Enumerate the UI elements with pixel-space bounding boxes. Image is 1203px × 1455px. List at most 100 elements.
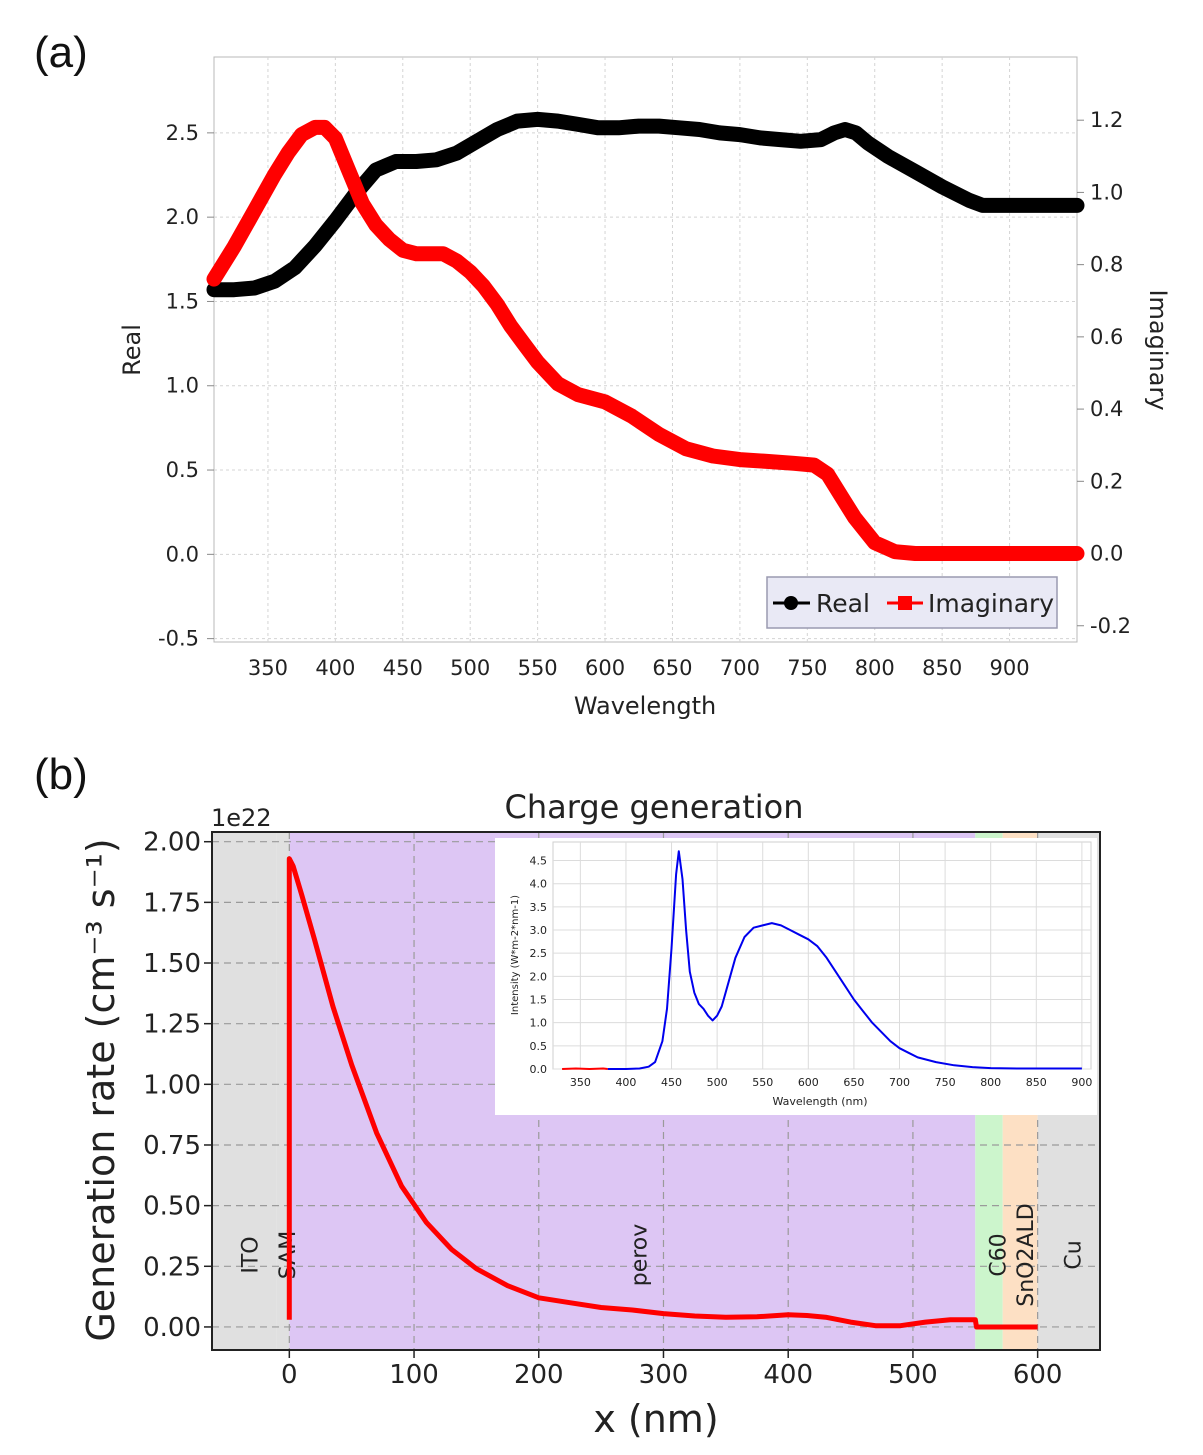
a-y2-axis-label: Imaginary [1144,289,1172,410]
inset-xtick-900: 900 [1071,1076,1092,1089]
inset-xtick-750: 750 [935,1076,956,1089]
inset-spectrum-chart: 350 400 450 500 550 600 650 700 750 800 850 900 0.0… [495,838,1097,1115]
b-y-axis-label: Generation rate (cm⁻³ s⁻¹) [79,838,123,1341]
a-y2-tick-labels: -0.2 0.0 0.2 0.4 0.6 0.8 1.0 1.2 [1090,108,1131,638]
inset-xtick-500: 500 [707,1076,728,1089]
inset-series-0 [607,850,1082,1070]
b-ytick-5: 1.25 [143,1010,201,1040]
refractive-index-chart: 350 400 450 500 550 600 650 700 750 800 850 900 -0.… [118,56,1172,720]
inset-y-tick-labels: 0.0 0.5 1.0 1.5 2.0 2.5 3.0 3.5 4.0 4.5 [530,855,548,1076]
inset-ytick-7: 3.5 [530,901,548,914]
a-series [206,111,1085,561]
inset-ytick-0: 0.0 [530,1063,548,1076]
inset-x-tick-labels: 350 400 450 500 550 600 650 700 750 800 850 900 [570,1076,1093,1089]
layer-band-ito [212,832,277,1350]
layer-label-cu: Cu [1062,1240,1087,1269]
b-x-tick-labels: 0 100 200 300 400 500 600 [281,1360,1062,1390]
inset-y-axis-label: Intensity (W*m-2*nm-1) [510,895,521,1015]
a-xtick-900: 900 [990,656,1030,680]
b-xtick-600: 600 [1013,1360,1063,1390]
panel-b-label: (b) [34,750,88,799]
b-y-multiplier: 1e22 [211,804,272,832]
layer-label-c60: C60 [987,1233,1012,1276]
inset-ytick-6: 3.0 [530,924,548,937]
a-y-axis-label: Real [118,324,146,376]
a-xtick-500: 500 [450,656,490,680]
layer-label-sno2ald: SnO2ALD [1014,1203,1039,1306]
a-y2tick-2: 0.2 [1090,469,1123,493]
inset-ytick-4: 2.0 [530,970,548,983]
a-xtick-800: 800 [855,656,895,680]
legend-real-marker [784,596,798,610]
b-ytick-8: 2.00 [143,828,201,858]
legend-real-label: Real [816,589,870,618]
a-xtick-850: 850 [922,656,962,680]
a-y2tick-0: -0.2 [1090,614,1131,638]
inset-ytick-3: 1.5 [530,994,548,1007]
panel-a-label: (a) [34,28,88,77]
inset-xtick-350: 350 [570,1076,591,1089]
b-xtick-0: 0 [281,1360,298,1390]
inset-series [562,850,1082,1070]
inset-xtick-400: 400 [615,1076,636,1089]
a-xtick-650: 650 [652,656,692,680]
a-x-tick-labels: 350 400 450 500 550 600 650 700 750 800 850 900 [248,656,1030,680]
layer-band-sam [276,832,290,1350]
legend-imaginary-marker [898,596,912,610]
b-ytick-4: 1.00 [143,1070,201,1100]
layer-label-ito: ITO [238,1236,263,1273]
b-layer-labels: ITO SAM perov C60 SnO2ALD Cu [238,1203,1086,1306]
a-ytick-0: -0.5 [158,627,199,651]
a-ytick-6: 2.5 [166,121,199,145]
b-series-generation [286,856,1038,1330]
a-ytick-5: 2.0 [166,205,199,229]
inset-xtick-600: 600 [798,1076,819,1089]
b-xtick-200: 200 [514,1360,564,1390]
a-ytick-3: 1.0 [166,374,199,398]
a-y2tick-5: 0.8 [1090,253,1123,277]
a-xtick-350: 350 [248,656,288,680]
a-xtick-550: 550 [518,656,558,680]
inset-xtick-450: 450 [661,1076,682,1089]
a-xtick-400: 400 [315,656,355,680]
a-xtick-750: 750 [787,656,827,680]
b-ytick-7: 1.75 [143,888,201,918]
layer-label-perov: perov [628,1224,653,1287]
b-title: Charge generation [504,788,803,826]
a-xtick-600: 600 [585,656,625,680]
a-y2tick-3: 0.4 [1090,397,1123,421]
inset-ytick-1: 0.5 [530,1040,548,1053]
b-xtick-300: 300 [639,1360,689,1390]
a-series-imaginary [206,119,1085,561]
b-series [286,856,1038,1330]
a-y2tick-7: 1.2 [1090,108,1123,132]
inset-xtick-550: 550 [752,1076,773,1089]
a-y2tick-1: 0.0 [1090,542,1123,566]
a-xtick-450: 450 [383,656,423,680]
a-legend: Real Imaginary [766,576,1058,629]
inset-x-axis-label: Wavelength (nm) [772,1095,867,1108]
inset-ytick-2: 1.0 [530,1017,548,1030]
inset-xtick-700: 700 [889,1076,910,1089]
inset-xtick-800: 800 [980,1076,1001,1089]
a-y2tick-4: 0.6 [1090,325,1123,349]
b-ytick-1: 0.25 [143,1252,201,1282]
b-x-axis-label: x (nm) [593,1397,718,1441]
inset-series-1 [562,1067,608,1070]
b-xtick-400: 400 [763,1360,813,1390]
inset-ytick-8: 4.0 [530,878,548,891]
a-xtick-700: 700 [720,656,760,680]
b-ytick-6: 1.50 [143,949,201,979]
b-xtick-500: 500 [888,1360,938,1390]
a-y2tick-6: 1.0 [1090,180,1123,204]
b-ytick-2: 0.50 [143,1192,201,1222]
b-ytick-0: 0.00 [143,1313,201,1343]
inset-ytick-5: 2.5 [530,947,548,960]
b-xtick-100: 100 [389,1360,439,1390]
a-ytick-1: 0.0 [166,542,199,566]
b-ytick-3: 0.75 [143,1131,201,1161]
legend-imaginary-label: Imaginary [928,589,1054,618]
a-y-tick-labels: -0.5 0.0 0.5 1.0 1.5 2.0 2.5 [158,121,199,651]
a-ytick-2: 0.5 [166,458,199,482]
